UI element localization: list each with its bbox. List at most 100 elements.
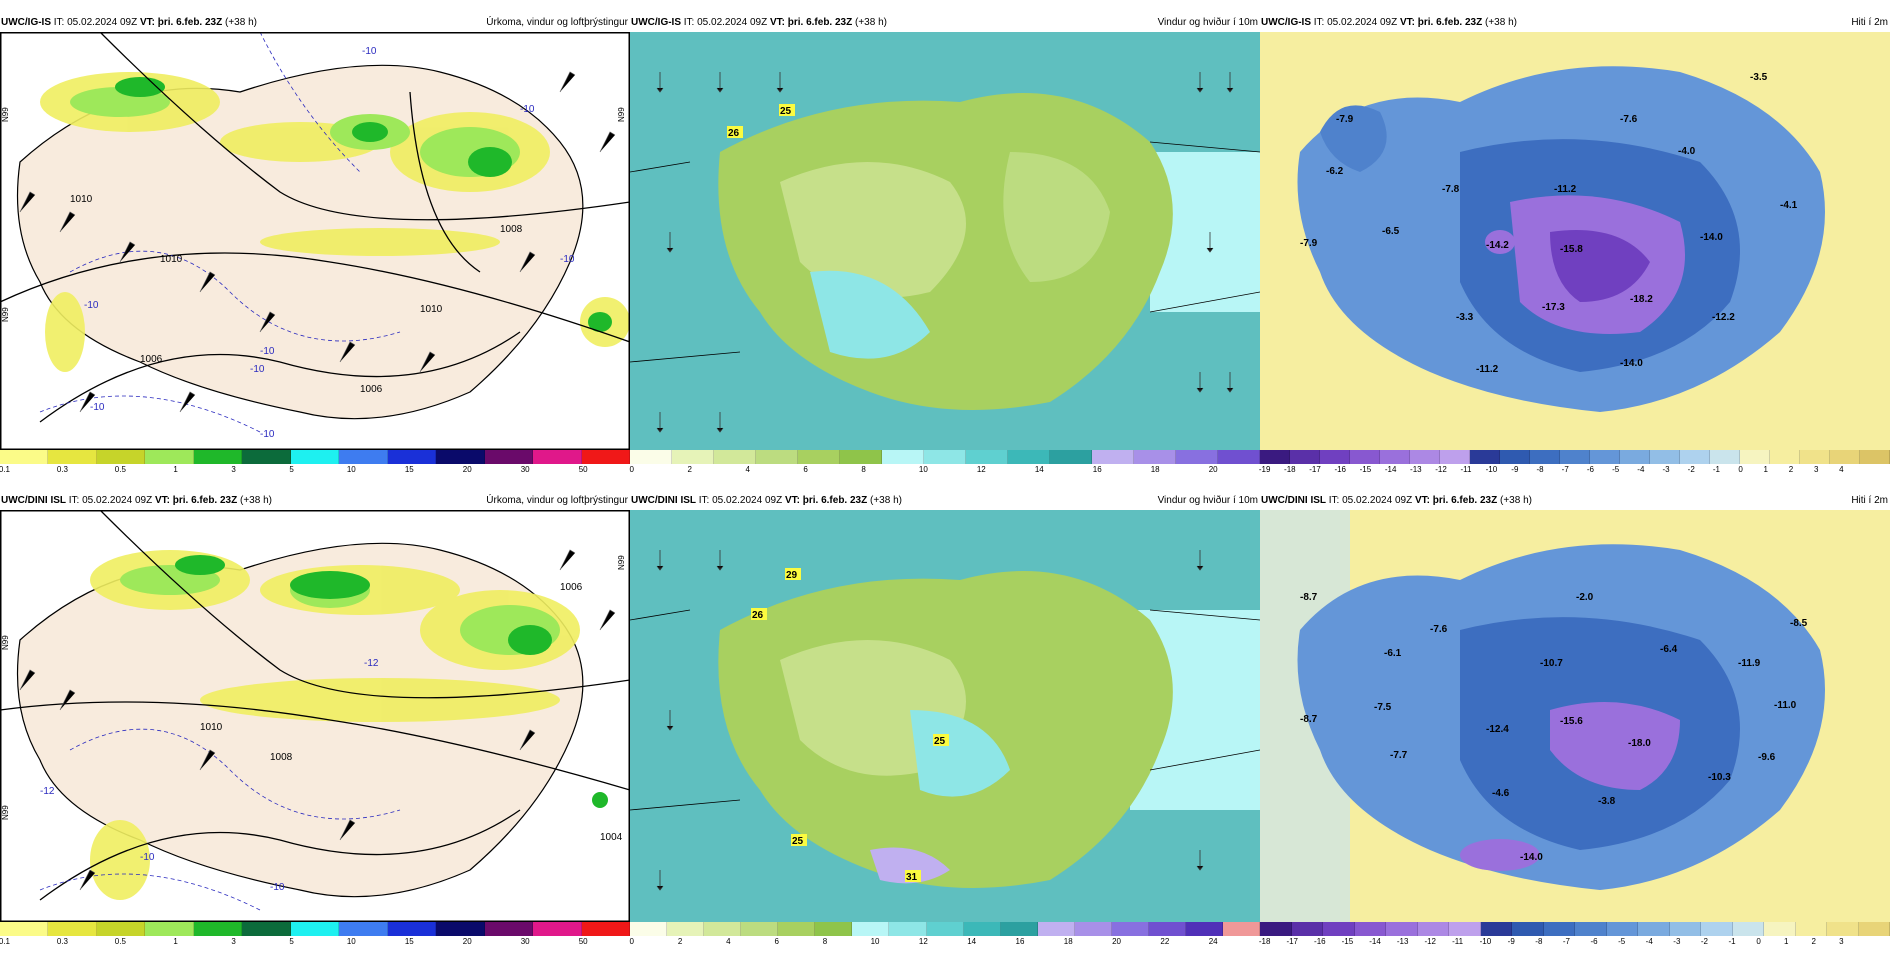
temp-value: -4.6 (1492, 788, 1510, 799)
temperature-map[interactable]: -8.7 -2.0 -8.5 -7.6 -6.1 -10.7 -6.4 -11.… (1260, 510, 1890, 922)
colorbar-tick-label: 2 (677, 937, 683, 946)
isoline-label: -10 (270, 882, 285, 893)
colorbar-tick-label: 2 (1788, 465, 1794, 474)
lat-label: N99 (617, 555, 626, 570)
isobar-label: 1006 (560, 582, 583, 593)
colorbar-tick-label: -13 (1396, 937, 1409, 946)
colorbar-swatch (1732, 922, 1764, 936)
wind-colorbar-ticks: 0 2 4 6 8 10 12 14 16 18 20 (630, 465, 1260, 477)
colorbar-tick-label: 15 (404, 937, 414, 946)
temp-value: -7.5 (1374, 702, 1392, 713)
isoline-label: -10 (250, 364, 265, 375)
temp-value: -12.2 (1712, 312, 1735, 323)
colorbar-tick-label: 5 (289, 937, 294, 946)
model-name: UWC/DINI ISL (631, 495, 696, 506)
temperature-map[interactable]: -3.5 -7.9 -7.6 -4.0 -6.2 -7.8 -11.2 -4.1… (1260, 32, 1890, 450)
valid-time: þri. 6.feb. 23Z (1432, 495, 1498, 506)
valid-label: VT: (154, 495, 170, 506)
panel-header: UWC/DINI ISL IT: 05.02.2024 09Z VT: þri.… (0, 494, 630, 508)
colorbar-tick-label: 0.1 (0, 937, 11, 946)
colorbar-swatch (1290, 450, 1320, 464)
lead-time: (+38 h) (225, 17, 257, 28)
colorbar-swatch (1050, 450, 1092, 464)
lat-label: N99 (617, 107, 626, 122)
colorbar-tick-label: 0 (1756, 937, 1761, 946)
panel-header: UWC/DINI ISL IT: 05.02.2024 09Z VT: þri.… (630, 494, 1260, 508)
colorbar-tick-label: 2 (687, 465, 692, 474)
colorbar-tick-label: 6 (774, 937, 779, 946)
temp-value: -18.0 (1628, 738, 1651, 749)
colorbar-swatch (1176, 450, 1218, 464)
colorbar-swatch (145, 922, 194, 936)
colorbar-tick-label: 18 (1063, 937, 1073, 946)
colorbar-swatch (533, 922, 582, 936)
colorbar-tick-label: 12 (976, 465, 986, 474)
temp-value: -14.2 (1486, 240, 1509, 251)
lat-label: N99 (1, 107, 10, 122)
colorbar-tick-label: 10 (870, 937, 880, 946)
colorbar-tick-label: 30 (520, 465, 530, 474)
temp-value: -8.5 (1790, 618, 1808, 629)
colorbar-tick-label: 2 (1811, 937, 1817, 946)
colorbar-tick-label: 24 (1208, 937, 1218, 946)
colorbar-tick-label: -16 (1334, 465, 1346, 474)
colorbar-swatch (924, 450, 966, 464)
colorbar-swatch (667, 922, 705, 936)
colorbar-swatch (1440, 450, 1470, 464)
colorbar-tick-label: 0 (629, 465, 635, 474)
temp-value: -8.7 (1300, 714, 1318, 725)
valid-time: þri. 6.feb. 23Z (1417, 17, 1483, 28)
gust-label: 26 (728, 128, 740, 139)
colorbar-swatch (1740, 450, 1770, 464)
colorbar-tick-label: -18 (1284, 465, 1296, 474)
colorbar-swatch (193, 922, 243, 936)
temp-value: -7.7 (1390, 750, 1408, 761)
colorbar-swatch (756, 450, 798, 464)
colorbar-swatch (436, 450, 485, 464)
precip-map[interactable]: -10 -10 -10 -10 -10 -10 -10 -10 1010 100… (0, 32, 630, 450)
temp-value: -6.2 (1326, 166, 1344, 177)
wind-map[interactable]: 25 26 (630, 32, 1260, 450)
colorbar-swatch (1074, 922, 1112, 936)
colorbar-tick-label: 10 (918, 465, 928, 474)
temp-value: -7.6 (1620, 114, 1638, 125)
colorbar-swatch (581, 922, 631, 936)
colorbar-swatch (704, 922, 742, 936)
temp-value: -6.1 (1384, 648, 1402, 659)
colorbar-swatch (1354, 922, 1386, 936)
isobar-label: 1010 (200, 722, 223, 733)
colorbar-swatch (1795, 922, 1827, 936)
colorbar-tick-label: 5 (289, 465, 294, 474)
colorbar-swatch (96, 922, 146, 936)
colorbar-tick-label: -6 (1590, 937, 1598, 946)
precip-colorbar-ticks: 0.1 0.3 0.5 1 3 5 10 15 20 30 50 (0, 937, 630, 949)
temperature-colorbar-ticks: -19 -18 -17 -16 -15 -14 -13 -12 -11 -10 -9 -8 -7 -6 -5… (1258, 465, 1890, 477)
colorbar-swatch (1512, 922, 1544, 936)
colorbar-tick-label: -19 (1258, 465, 1271, 474)
isoline-label: -10 (560, 254, 575, 265)
isoline-label: -10 (90, 402, 105, 413)
temp-value: -12.4 (1486, 724, 1509, 735)
init-time: IT: 05.02.2024 09Z (68, 495, 153, 506)
isoline-label: -12 (40, 786, 55, 797)
colorbar-swatch (966, 450, 1008, 464)
precip-colorbar (0, 922, 631, 936)
colorbar-tick-label: 18 (1150, 465, 1160, 474)
wind-map[interactable]: 29 26 25 25 31 (630, 510, 1260, 922)
colorbar-swatch (1827, 922, 1859, 936)
panel-title: Hiti í 2m (1851, 17, 1888, 28)
colorbar-tick-label: -15 (1341, 937, 1354, 946)
lat-label: N99 (1, 307, 10, 322)
colorbar-tick-label: 3 (231, 465, 236, 474)
colorbar-tick-label: 14 (967, 937, 977, 946)
lat-label: N99 (1, 805, 10, 820)
colorbar-swatch (672, 450, 714, 464)
colorbar-swatch (1800, 450, 1830, 464)
colorbar-tick-label: 22 (1160, 937, 1170, 946)
panel-title: Vindur og hviður í 10m (1157, 17, 1258, 28)
isoline-label: -12 (364, 658, 379, 669)
colorbar-tick-label: 10 (346, 465, 356, 474)
colorbar-swatch (387, 450, 437, 464)
colorbar-tick-label: 8 (822, 937, 828, 946)
precip-map[interactable]: -12 -12 -10 -10 1008 1010 1006 1004 N99 … (0, 510, 630, 922)
